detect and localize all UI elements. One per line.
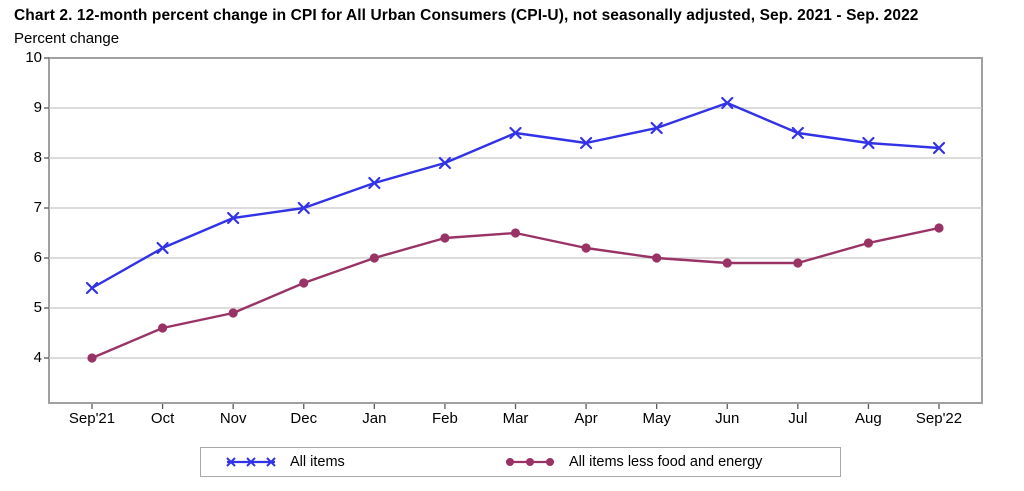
x-tick-label: Sep'21 (68, 410, 116, 427)
x-tick-label: Jul (788, 410, 808, 427)
x-tick-label: Apr (574, 410, 598, 427)
data-point-marker (227, 211, 240, 225)
chart-title: Chart 2. 12-month percent change in CPI … (14, 7, 919, 24)
y-tick-label: 6 (33, 249, 42, 266)
data-point-marker (721, 96, 734, 110)
legend-label-core: All items less food and energy (569, 454, 763, 470)
data-point-marker (156, 241, 169, 255)
data-point-marker (297, 201, 310, 215)
data-point-marker (438, 156, 452, 170)
legend-entry-all-items: All items (225, 448, 345, 476)
data-point-marker (228, 308, 238, 318)
data-point-marker (440, 233, 450, 243)
data-point-marker (652, 253, 662, 263)
data-point-marker (581, 243, 591, 253)
data-point-marker (510, 228, 521, 238)
data-point-marker (369, 253, 379, 263)
data-point-marker (299, 278, 309, 288)
data-point-marker (932, 141, 946, 155)
y-tick-label: 10 (25, 49, 42, 66)
x-tick-label: Jan (362, 410, 387, 427)
x-tick-label: Feb (431, 410, 458, 427)
x-tick-label: Mar (502, 410, 529, 427)
data-point-marker (862, 136, 875, 150)
x-tick-label: Aug (855, 410, 882, 427)
y-tick-label: 4 (33, 349, 42, 366)
y-tick-label: 7 (33, 199, 42, 216)
y-tick-label: 5 (33, 299, 42, 316)
data-point-marker (650, 121, 663, 135)
data-point-marker (579, 136, 593, 150)
data-point-marker (85, 281, 99, 295)
data-point-marker (722, 258, 732, 268)
legend-entry-core: All items less food and energy (504, 448, 762, 476)
core-line-sample-icon (506, 458, 554, 466)
plot-area (44, 57, 983, 409)
data-point-marker (791, 126, 804, 140)
y-axis-unit-label: Percent change (14, 30, 120, 47)
data-point-marker (793, 258, 803, 268)
x-tick-label: May (642, 410, 671, 427)
data-point-marker (157, 323, 168, 333)
y-tick-label: 9 (33, 99, 42, 116)
data-point-marker (87, 353, 97, 363)
x-tick-label: Dec (290, 410, 318, 427)
data-point-marker (863, 238, 874, 248)
data-point-marker (934, 223, 944, 233)
all-items-line-sample-icon (226, 457, 276, 467)
data-point-marker (509, 126, 522, 140)
x-tick-label: Oct (150, 410, 175, 427)
x-tick-label: Nov (219, 410, 247, 427)
legend-label-all-items: All items (290, 454, 345, 470)
data-point-marker (368, 176, 381, 190)
x-tick-label: Jun (715, 410, 740, 427)
y-tick-label: 8 (33, 149, 42, 166)
x-tick-label: Sep'22 (915, 410, 963, 427)
legend: All items All items less food and energy (200, 447, 841, 477)
